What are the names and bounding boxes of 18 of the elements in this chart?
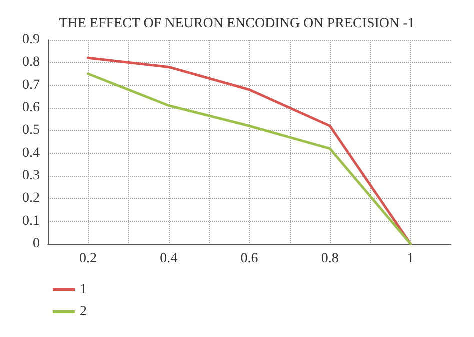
y-tick-label: 0.8 [22, 55, 40, 70]
y-tick-label: 0.5 [22, 123, 40, 138]
x-tick-label: 0.2 [80, 252, 98, 266]
x-tick-label: 0.8 [321, 252, 339, 266]
y-tick-label: 0.6 [22, 100, 40, 116]
y-tick-label: 0.9 [22, 32, 40, 48]
y-tick-label: 0.1 [22, 214, 40, 229]
y-tick-label: 0.2 [22, 191, 40, 206]
y-tick-label: 0.7 [22, 78, 40, 93]
y-tick-label: 0.4 [22, 146, 40, 161]
x-tick-label: 1 [407, 252, 414, 266]
y-tick-label: 0 [33, 236, 40, 252]
legend-label: 1 [80, 282, 87, 298]
x-tick-label: 0.6 [240, 252, 258, 266]
x-tick-label: 0.4 [160, 252, 178, 266]
y-tick-label: 0.3 [22, 168, 40, 184]
legend-label: 2 [80, 304, 87, 320]
chart-title: THE EFFECT OF NEURON ENCODING ON PRECISION -1 [59, 16, 415, 32]
